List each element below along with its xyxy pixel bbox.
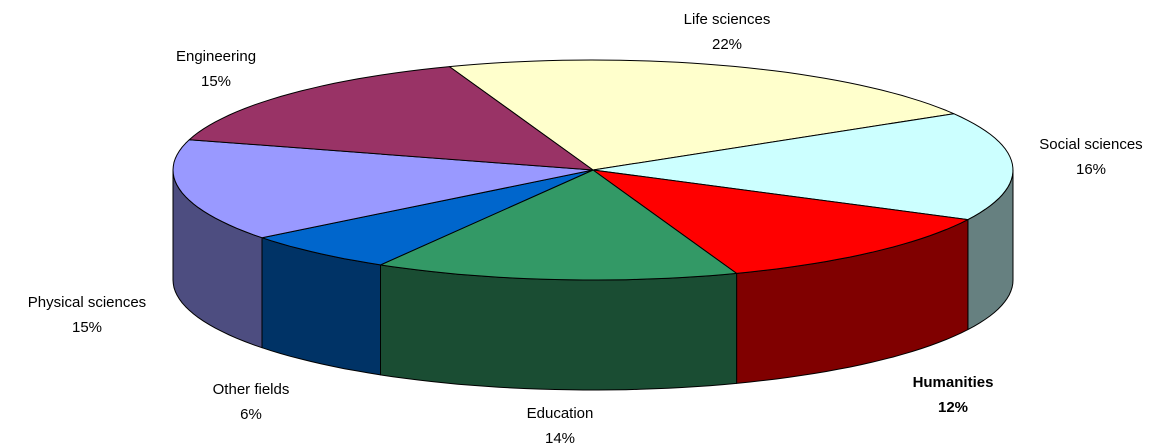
slice-value-label: 15%	[201, 73, 231, 90]
slice-label: Life sciences	[684, 11, 771, 28]
slice-value-label: 22%	[712, 36, 742, 53]
slice-side	[380, 264, 738, 391]
pie-sides	[172, 169, 1014, 391]
slice	[261, 169, 594, 266]
slice-value-label: 15%	[72, 319, 102, 336]
slice	[448, 59, 955, 171]
slice	[592, 169, 969, 274]
slice	[188, 66, 594, 171]
slice-value-label: 12%	[938, 399, 968, 416]
slice-label: Social sciences	[1039, 136, 1142, 153]
slice-value-label: 6%	[240, 406, 262, 423]
slice-value-label: 14%	[545, 430, 575, 445]
slice-label: Education	[527, 405, 594, 422]
slice-value-label: 16%	[1076, 161, 1106, 178]
slice	[592, 113, 1014, 221]
slice-label: Engineering	[176, 48, 256, 65]
slice-label: Other fields	[213, 381, 290, 398]
slice	[380, 169, 738, 281]
slice-label: Physical sciences	[28, 294, 146, 311]
slice-label: Humanities	[913, 374, 994, 391]
slice	[172, 139, 594, 239]
pie-tops	[172, 59, 1014, 281]
